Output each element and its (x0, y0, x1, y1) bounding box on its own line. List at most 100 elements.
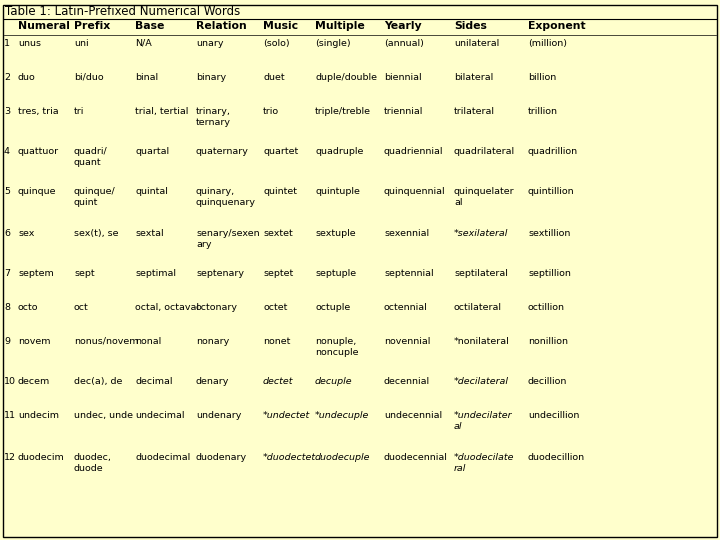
Text: trilateral: trilateral (454, 107, 495, 116)
Text: duple/double: duple/double (315, 73, 377, 82)
Text: dec(a), de: dec(a), de (74, 377, 122, 386)
Text: decennial: decennial (384, 377, 430, 386)
Text: novem: novem (18, 337, 50, 346)
Text: 6: 6 (4, 229, 10, 238)
Text: undec, unde: undec, unde (74, 411, 133, 420)
Text: septennial: septennial (384, 269, 433, 278)
Text: denary: denary (196, 377, 230, 386)
Text: duo: duo (18, 73, 36, 82)
Text: quintuple: quintuple (315, 187, 360, 196)
Text: quadrilateral: quadrilateral (454, 147, 515, 156)
Text: bi/duo: bi/duo (74, 73, 104, 82)
Text: 4: 4 (4, 147, 10, 156)
Text: Music: Music (263, 21, 298, 31)
Text: sexennial: sexennial (384, 229, 429, 238)
Text: billion: billion (528, 73, 557, 82)
Text: sex: sex (18, 229, 35, 238)
Text: 2: 2 (4, 73, 10, 82)
Text: duodecillion: duodecillion (528, 453, 585, 462)
Text: septillion: septillion (528, 269, 571, 278)
Text: biennial: biennial (384, 73, 422, 82)
Text: duet: duet (263, 73, 284, 82)
Text: 8: 8 (4, 303, 10, 312)
Text: septilateral: septilateral (454, 269, 508, 278)
Text: bilateral: bilateral (454, 73, 493, 82)
Text: quadrillion: quadrillion (528, 147, 578, 156)
Text: Base: Base (135, 21, 164, 31)
Text: octonary: octonary (196, 303, 238, 312)
Text: octillion: octillion (528, 303, 565, 312)
Text: nonary: nonary (196, 337, 229, 346)
Text: trinary,
ternary: trinary, ternary (196, 107, 231, 127)
Text: quadruple: quadruple (315, 147, 364, 156)
Text: duodecuple: duodecuple (315, 453, 371, 462)
Text: Exponent: Exponent (528, 21, 585, 31)
Text: septet: septet (263, 269, 293, 278)
Text: sextillion: sextillion (528, 229, 570, 238)
Text: 7: 7 (4, 269, 10, 278)
Text: Prefix: Prefix (74, 21, 110, 31)
Text: undenary: undenary (196, 411, 241, 420)
Text: sex(t), se: sex(t), se (74, 229, 119, 238)
Text: nonet: nonet (263, 337, 290, 346)
Text: Table 1: Latin-Prefixed Numerical Words: Table 1: Latin-Prefixed Numerical Words (5, 5, 240, 18)
Text: (single): (single) (315, 39, 351, 48)
Text: duodecim: duodecim (18, 453, 65, 462)
Text: 1: 1 (4, 39, 10, 48)
Text: nonillion: nonillion (528, 337, 568, 346)
Text: unus: unus (18, 39, 41, 48)
Text: quadri/
quant: quadri/ quant (74, 147, 108, 167)
Text: tri: tri (74, 107, 84, 116)
Text: 5: 5 (4, 187, 10, 196)
Text: quintillion: quintillion (528, 187, 575, 196)
Text: sextuple: sextuple (315, 229, 356, 238)
Text: octennial: octennial (384, 303, 428, 312)
Text: novennial: novennial (384, 337, 431, 346)
Text: *duodecilate
ral: *duodecilate ral (454, 453, 515, 473)
Text: (solo): (solo) (263, 39, 289, 48)
Text: Relation: Relation (196, 21, 247, 31)
Text: duodecennial: duodecennial (384, 453, 448, 462)
Text: quattuor: quattuor (18, 147, 59, 156)
Text: 9: 9 (4, 337, 10, 346)
Text: triennial: triennial (384, 107, 423, 116)
Text: *undecilater
al: *undecilater al (454, 411, 513, 431)
Text: decillion: decillion (528, 377, 567, 386)
Text: 11: 11 (4, 411, 16, 420)
Text: trillion: trillion (528, 107, 558, 116)
Text: octo: octo (18, 303, 38, 312)
Text: undecim: undecim (18, 411, 59, 420)
Text: quinquennial: quinquennial (384, 187, 446, 196)
Text: (million): (million) (528, 39, 567, 48)
Text: decuple: decuple (315, 377, 353, 386)
Text: binary: binary (196, 73, 226, 82)
Text: tres, tria: tres, tria (18, 107, 58, 116)
Text: duodenary: duodenary (196, 453, 247, 462)
Text: 3: 3 (4, 107, 10, 116)
Text: quintet: quintet (263, 187, 297, 196)
Text: decimal: decimal (135, 377, 173, 386)
Text: N/A: N/A (135, 39, 152, 48)
Text: Sides: Sides (454, 21, 487, 31)
Text: duodecimal: duodecimal (135, 453, 190, 462)
Text: quinquelater
al: quinquelater al (454, 187, 515, 207)
Text: octuple: octuple (315, 303, 350, 312)
Text: Multiple: Multiple (315, 21, 365, 31)
Text: septenary: septenary (196, 269, 244, 278)
Text: undecillion: undecillion (528, 411, 580, 420)
Text: quartet: quartet (263, 147, 298, 156)
Text: undecennial: undecennial (384, 411, 442, 420)
Text: 12: 12 (4, 453, 16, 462)
Text: duodec,
duode: duodec, duode (74, 453, 112, 473)
Text: trio: trio (263, 107, 279, 116)
Text: nonus/novem: nonus/novem (74, 337, 138, 346)
Text: quintal: quintal (135, 187, 168, 196)
Text: quadriennial: quadriennial (384, 147, 444, 156)
Text: 10: 10 (4, 377, 16, 386)
Text: *decilateral: *decilateral (454, 377, 509, 386)
Text: uni: uni (74, 39, 89, 48)
Text: nonal: nonal (135, 337, 161, 346)
Text: senary/sexen
ary: senary/sexen ary (196, 229, 260, 249)
Text: *duodectet: *duodectet (263, 453, 316, 462)
Text: septem: septem (18, 269, 54, 278)
